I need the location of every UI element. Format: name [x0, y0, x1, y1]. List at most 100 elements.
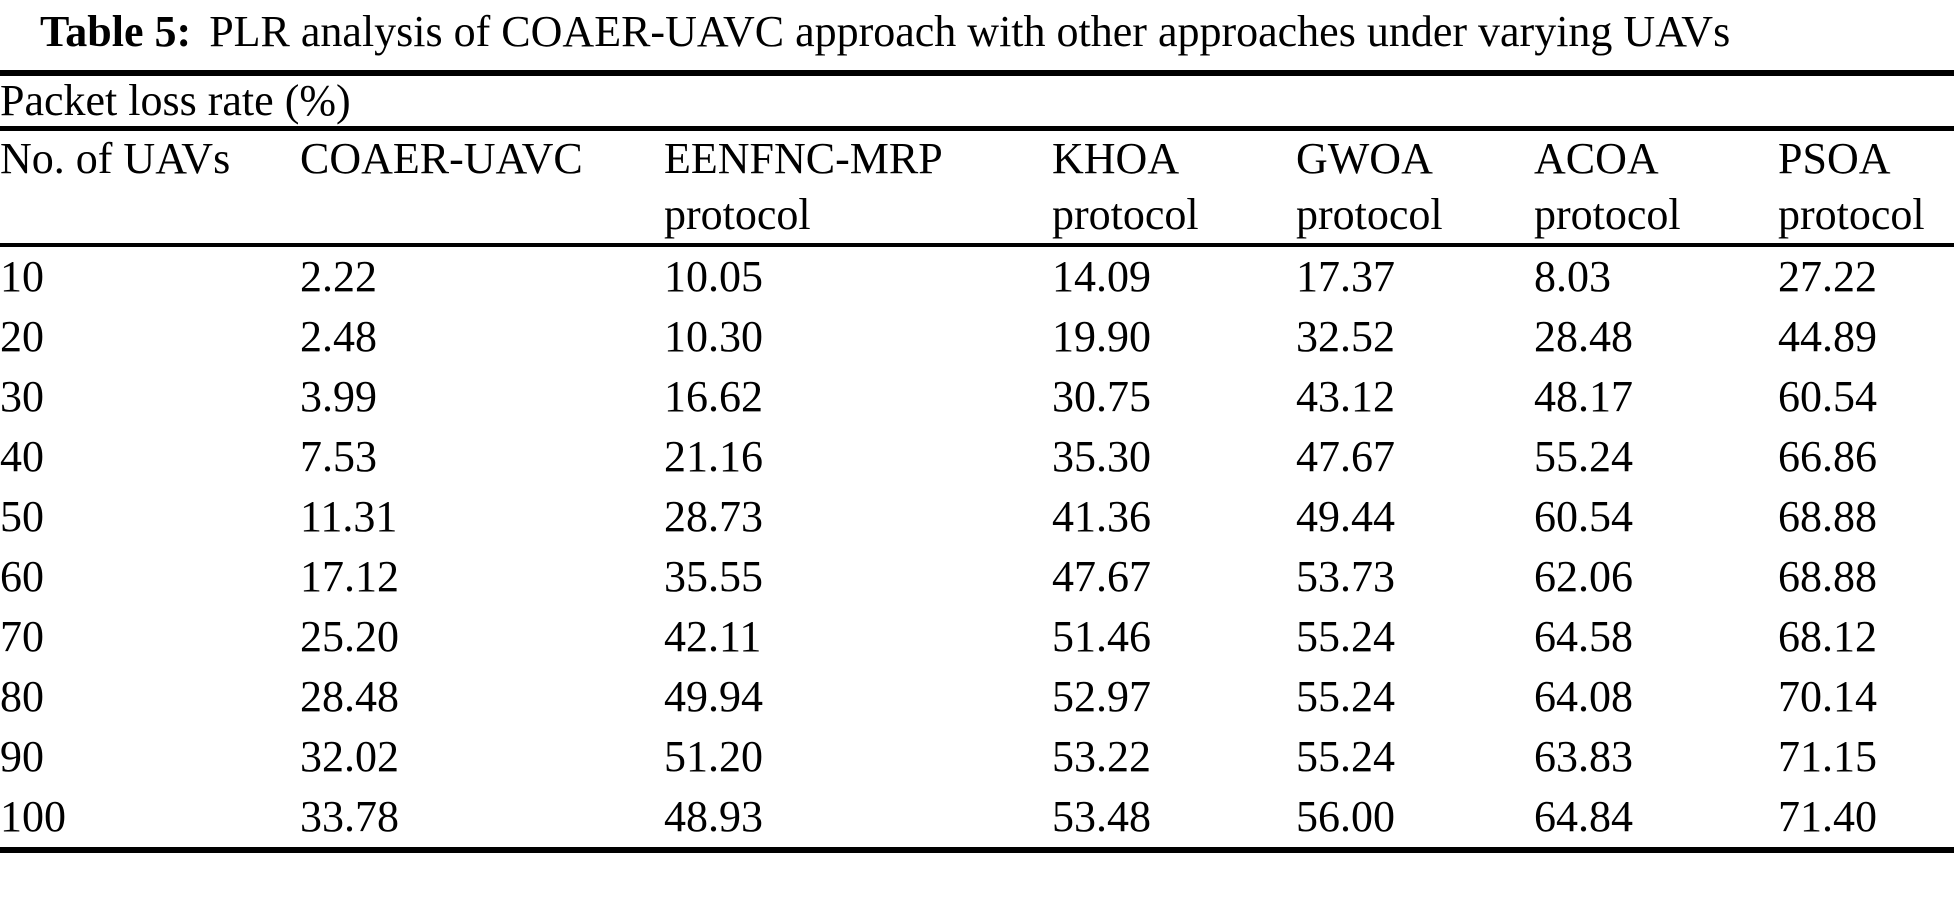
table-cell: 17.12: [300, 552, 399, 601]
table-cell: 53.48: [1052, 792, 1151, 841]
table-cell: 53.73: [1296, 552, 1395, 601]
table-cell: 2.48: [300, 312, 377, 361]
column-header-line2: protocol: [1534, 190, 1681, 239]
column-header-line1: No. of UAVs: [0, 134, 231, 183]
table-cell: 64.84: [1534, 792, 1633, 841]
row-label: 100: [0, 792, 66, 841]
column-header-acoa: ACOA protocol: [1534, 128, 1778, 247]
table-caption: Table 5: PLR analysis of COAER-UAVC appro…: [0, 0, 1954, 70]
column-header-row: No. of UAVs COAER-UAVC EENFNC-MRP protoc…: [0, 128, 1954, 247]
row-label: 90: [0, 732, 44, 781]
table-cell: 55.24: [1296, 732, 1395, 781]
table-row: 80 28.48 49.94 52.97 55.24 64.08 70.14: [0, 667, 1954, 727]
column-header-line1: GWOA: [1296, 134, 1433, 183]
table-cell: 41.36: [1052, 492, 1151, 541]
column-header-psoa: PSOA protocol: [1778, 128, 1954, 247]
column-header-line1: PSOA: [1778, 134, 1891, 183]
data-table: Packet loss rate (%) No. of UAVs COAER-U…: [0, 70, 1954, 853]
table-row: 40 7.53 21.16 35.30 47.67 55.24 66.86: [0, 427, 1954, 487]
table-cell: 25.20: [300, 612, 399, 661]
table-row: 30 3.99 16.62 30.75 43.12 48.17 60.54: [0, 367, 1954, 427]
row-label: 70: [0, 612, 44, 661]
table-cell: 17.37: [1296, 252, 1395, 301]
table-cell: 8.03: [1534, 252, 1611, 301]
table-cell: 49.44: [1296, 492, 1395, 541]
table-cell: 3.99: [300, 372, 377, 421]
table-row: 60 17.12 35.55 47.67 53.73 62.06 68.88: [0, 547, 1954, 607]
table-cell: 55.24: [1534, 432, 1633, 481]
table-cell: 19.90: [1052, 312, 1151, 361]
table-row: 50 11.31 28.73 41.36 49.44 60.54 68.88: [0, 487, 1954, 547]
table-row: 70 25.20 42.11 51.46 55.24 64.58 68.12: [0, 607, 1954, 667]
column-header-gwoa: GWOA protocol: [1296, 128, 1534, 247]
table-cell: 10.05: [664, 252, 763, 301]
table-cell: 21.16: [664, 432, 763, 481]
table-cell: 28.48: [1534, 312, 1633, 361]
column-header-no-of-uavs: No. of UAVs: [0, 128, 300, 247]
row-label: 10: [0, 252, 44, 301]
column-header-line1: COAER-UAVC: [300, 134, 583, 183]
table-cell: 30.75: [1052, 372, 1151, 421]
table-cell: 32.02: [300, 732, 399, 781]
table-cell: 27.22: [1778, 252, 1877, 301]
table-cell: 71.15: [1778, 732, 1877, 781]
table-cell: 71.40: [1778, 792, 1877, 841]
table-row: 10 2.22 10.05 14.09 17.37 8.03 27.22: [0, 245, 1954, 307]
table-cell: 47.67: [1296, 432, 1395, 481]
table-cell: 7.53: [300, 432, 377, 481]
column-header-line1: EENFNC-MRP: [664, 134, 943, 183]
table-cell: 10.30: [664, 312, 763, 361]
table-cell: 70.14: [1778, 672, 1877, 721]
column-header-khoa: KHOA protocol: [1052, 128, 1296, 247]
table-row: 100 33.78 48.93 53.48 56.00 64.84 71.40: [0, 787, 1954, 850]
table-cell: 66.86: [1778, 432, 1877, 481]
column-header-line2: protocol: [1778, 190, 1925, 239]
table-cell: 51.20: [664, 732, 763, 781]
row-label: 60: [0, 552, 44, 601]
table-cell: 2.22: [300, 252, 377, 301]
table-cell: 68.12: [1778, 612, 1877, 661]
table-cell: 33.78: [300, 792, 399, 841]
table-cell: 11.31: [300, 492, 398, 541]
span-header-packet-loss-rate: Packet loss rate (%): [0, 73, 1954, 131]
table-cell: 53.22: [1052, 732, 1151, 781]
span-header-row: Packet loss rate (%): [0, 73, 1954, 131]
table-cell: 55.24: [1296, 612, 1395, 661]
table-cell: 60.54: [1778, 372, 1877, 421]
table-cell: 43.12: [1296, 372, 1395, 421]
table-row: 90 32.02 51.20 53.22 55.24 63.83 71.15: [0, 727, 1954, 787]
table-cell: 62.06: [1534, 552, 1633, 601]
table-cell: 48.17: [1534, 372, 1633, 421]
row-label: 40: [0, 432, 44, 481]
table-cell: 68.88: [1778, 552, 1877, 601]
table-cell: 32.52: [1296, 312, 1395, 361]
column-header-line2: protocol: [664, 190, 811, 239]
column-header-line2: protocol: [1296, 190, 1443, 239]
table-cell: 68.88: [1778, 492, 1877, 541]
caption-text: PLR analysis of COAER-UAVC approach with…: [209, 7, 1731, 56]
row-label: 30: [0, 372, 44, 421]
table-cell: 64.08: [1534, 672, 1633, 721]
table-cell: 56.00: [1296, 792, 1395, 841]
caption-label: Table 5:: [40, 7, 192, 56]
table-cell: 28.73: [664, 492, 763, 541]
table-cell: 52.97: [1052, 672, 1151, 721]
table-cell: 47.67: [1052, 552, 1151, 601]
column-header-line1: KHOA: [1052, 134, 1180, 183]
table-cell: 16.62: [664, 372, 763, 421]
column-header-coaer-uavc: COAER-UAVC: [300, 128, 664, 247]
table-cell: 51.46: [1052, 612, 1151, 661]
table-cell: 49.94: [664, 672, 763, 721]
table-cell: 55.24: [1296, 672, 1395, 721]
table-cell: 42.11: [664, 612, 762, 661]
table-cell: 48.93: [664, 792, 763, 841]
table-cell: 35.55: [664, 552, 763, 601]
table-cell: 14.09: [1052, 252, 1151, 301]
column-header-line2: protocol: [1052, 190, 1199, 239]
table-cell: 60.54: [1534, 492, 1633, 541]
table-cell: 64.58: [1534, 612, 1633, 661]
column-header-line1: ACOA: [1534, 134, 1659, 183]
row-label: 50: [0, 492, 44, 541]
table-cell: 63.83: [1534, 732, 1633, 781]
